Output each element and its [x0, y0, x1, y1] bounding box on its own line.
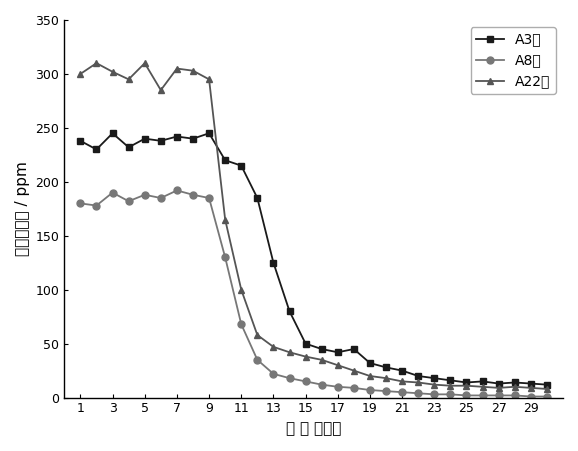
A3井 [463, 380, 470, 385]
A3井 [206, 131, 213, 136]
A22井 [286, 350, 293, 355]
A3井 [93, 147, 100, 152]
A8井 [334, 384, 341, 390]
A8井 [479, 393, 486, 398]
A3井 [479, 379, 486, 384]
A3井 [447, 377, 454, 383]
A22井 [415, 380, 422, 385]
A8井 [254, 357, 261, 363]
A22井 [447, 383, 454, 388]
A22井 [479, 384, 486, 390]
A8井 [109, 190, 116, 195]
A22井 [334, 363, 341, 368]
Y-axis label: 硫化氢含量 / ppm: 硫化氢含量 / ppm [15, 161, 30, 256]
A3井 [254, 195, 261, 201]
A3井 [318, 346, 325, 352]
A22井 [206, 77, 213, 82]
A22井 [512, 384, 518, 390]
A8井 [318, 382, 325, 387]
Legend: A3井, A8井, A22井: A3井, A8井, A22井 [470, 27, 556, 94]
Line: A3井: A3井 [77, 130, 550, 388]
A22井 [399, 379, 406, 384]
A3井 [334, 350, 341, 355]
A22井 [302, 354, 309, 359]
A8井 [350, 385, 357, 391]
A3井 [270, 260, 277, 266]
A8井 [206, 195, 213, 201]
A3井 [286, 308, 293, 314]
A3井 [495, 381, 502, 386]
A22井 [270, 344, 277, 350]
A8井 [270, 371, 277, 377]
A22井 [431, 382, 438, 387]
A8井 [190, 192, 197, 198]
A3井 [415, 373, 422, 379]
A3井 [431, 376, 438, 381]
A22井 [350, 368, 357, 373]
A3井 [302, 341, 309, 346]
A22井 [318, 357, 325, 363]
Line: A8井: A8井 [77, 187, 550, 400]
A3井 [366, 360, 373, 366]
A8井 [543, 394, 550, 399]
A3井 [350, 346, 357, 352]
A3井 [109, 131, 116, 136]
A3井 [238, 163, 244, 168]
A22井 [190, 68, 197, 74]
A8井 [93, 203, 100, 208]
A8井 [463, 393, 470, 398]
A22井 [543, 386, 550, 391]
Line: A22井: A22井 [77, 60, 550, 392]
A8井 [512, 393, 518, 398]
A22井 [141, 60, 148, 66]
A3井 [512, 380, 518, 385]
A3井 [141, 136, 148, 141]
A8井 [238, 322, 244, 327]
A8井 [447, 391, 454, 397]
A8井 [527, 394, 534, 399]
A8井 [141, 192, 148, 198]
A3井 [527, 381, 534, 386]
A8井 [415, 391, 422, 396]
A8井 [383, 388, 390, 394]
A3井 [190, 136, 197, 141]
A22井 [222, 217, 229, 222]
A22井 [93, 60, 100, 66]
A8井 [399, 390, 406, 395]
A8井 [495, 393, 502, 398]
A22井 [383, 376, 390, 381]
A3井 [399, 368, 406, 373]
A22井 [238, 287, 244, 292]
A8井 [431, 391, 438, 397]
A8井 [222, 255, 229, 260]
A3井 [125, 145, 132, 150]
A8井 [173, 188, 180, 193]
A22井 [463, 383, 470, 388]
A22井 [254, 332, 261, 338]
A3井 [157, 138, 164, 143]
A22井 [527, 385, 534, 391]
A22井 [125, 77, 132, 82]
A3井 [77, 138, 84, 143]
A22井 [77, 71, 84, 77]
A8井 [157, 195, 164, 201]
A22井 [495, 385, 502, 391]
A8井 [125, 198, 132, 204]
A22井 [157, 87, 164, 93]
A8井 [302, 379, 309, 384]
A22井 [366, 373, 373, 379]
A3井 [543, 382, 550, 387]
A8井 [366, 387, 373, 393]
A22井 [173, 66, 180, 71]
A3井 [383, 365, 390, 370]
A8井 [77, 201, 84, 206]
A3井 [222, 157, 229, 163]
X-axis label: 时 间 （天）: 时 间 （天） [286, 421, 342, 436]
A22井 [109, 69, 116, 74]
A8井 [286, 376, 293, 381]
A3井 [173, 134, 180, 139]
